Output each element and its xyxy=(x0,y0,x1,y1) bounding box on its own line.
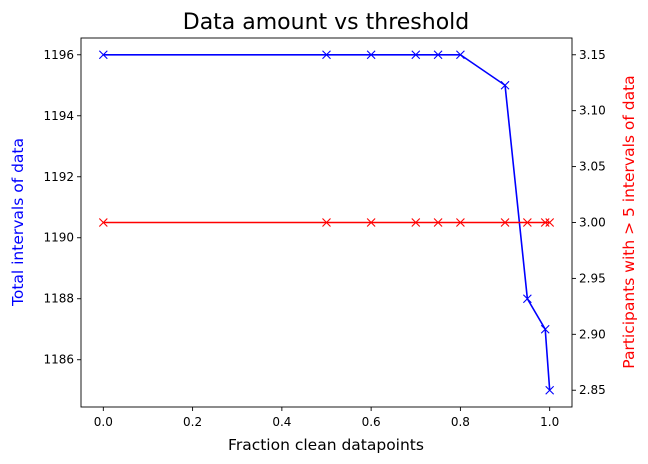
right-y-axis-label: Participants with > 5 intervals of data xyxy=(620,75,638,368)
x-tick-label-4: 0.8 xyxy=(451,415,470,429)
series-2-point-3 xyxy=(411,218,421,227)
series-2-point-4 xyxy=(433,218,443,227)
series-1-point-8 xyxy=(540,324,550,334)
x-tick-label-0: 0.0 xyxy=(94,415,113,429)
series-1-point-4 xyxy=(433,50,443,60)
series-2-point-1 xyxy=(322,218,331,227)
right-y-tick-label-3: 3.00 xyxy=(579,216,606,230)
series-1-line xyxy=(103,53,551,391)
left-y-tick-label-3: 1192 xyxy=(43,170,74,184)
chart-title: Data amount vs threshold xyxy=(183,10,469,35)
left-y-tick-label-0: 1186 xyxy=(43,353,74,367)
series-1-point-7 xyxy=(522,294,532,304)
series-2-point-9 xyxy=(545,218,555,227)
plot-area: 0.0 0.2 0.4 0.6 0.8 1.0 1186 1188 1190 1192 1194 11… xyxy=(43,37,606,429)
right-y-tick-label-2: 2.95 xyxy=(579,271,606,285)
x-axis-label: Fraction clean datapoints xyxy=(228,436,424,454)
right-y-tick-label-5: 3.10 xyxy=(579,104,606,118)
right-y-tick-label-4: 3.05 xyxy=(579,160,606,174)
left-y-tick-label-5: 1196 xyxy=(43,48,74,62)
x-tick-label-2: 0.4 xyxy=(272,415,291,429)
series-1-point-2 xyxy=(366,50,376,60)
series-2-point-0 xyxy=(98,218,108,227)
series-1-point-5 xyxy=(456,50,465,60)
right-y-tick-label-0: 2.85 xyxy=(579,383,606,397)
series-1-point-0 xyxy=(98,50,108,60)
series-1-point-1 xyxy=(322,50,331,60)
series-2-point-7 xyxy=(522,218,532,227)
left-y-tick-label-2: 1190 xyxy=(43,231,74,245)
left-y-tick-label-4: 1194 xyxy=(43,109,74,123)
x-tick-label-5: 1.0 xyxy=(540,415,559,429)
x-tick-label-1: 0.2 xyxy=(183,415,202,429)
series-1-point-9 xyxy=(545,385,555,395)
series-2-point-2 xyxy=(366,218,376,227)
series-2-point-8 xyxy=(540,218,550,227)
right-y-tick-label-6: 3.15 xyxy=(579,48,606,62)
series-2-point-6 xyxy=(500,218,510,227)
x-tick-label-3: 0.6 xyxy=(362,415,381,429)
left-y-tick-label-1: 1188 xyxy=(43,292,74,306)
series-2-point-5 xyxy=(456,218,465,227)
left-y-axis-label: Total intervals of data xyxy=(9,138,27,307)
series-1-point-6 xyxy=(500,80,510,90)
right-y-tick-label-1: 2.90 xyxy=(579,327,606,341)
series-1-point-3 xyxy=(411,50,421,60)
